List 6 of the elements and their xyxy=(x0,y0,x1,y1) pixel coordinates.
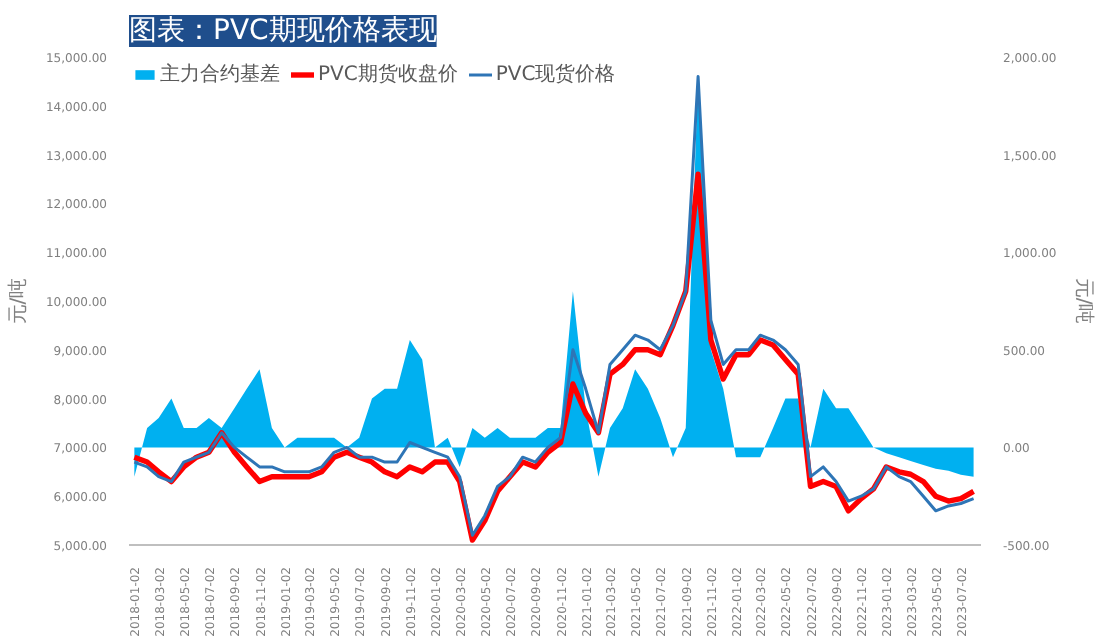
legend-label: PVC期货收盘价 xyxy=(318,61,458,88)
legend-label: PVC现货价格 xyxy=(495,61,616,88)
legend-label: 主力合约基差 xyxy=(160,61,280,88)
y2-axis-title: 元/吨 xyxy=(1072,277,1097,325)
chart-title: 图表：PVC期现价格表现 xyxy=(129,15,437,47)
y-axis-title: 元/吨 xyxy=(5,277,30,325)
